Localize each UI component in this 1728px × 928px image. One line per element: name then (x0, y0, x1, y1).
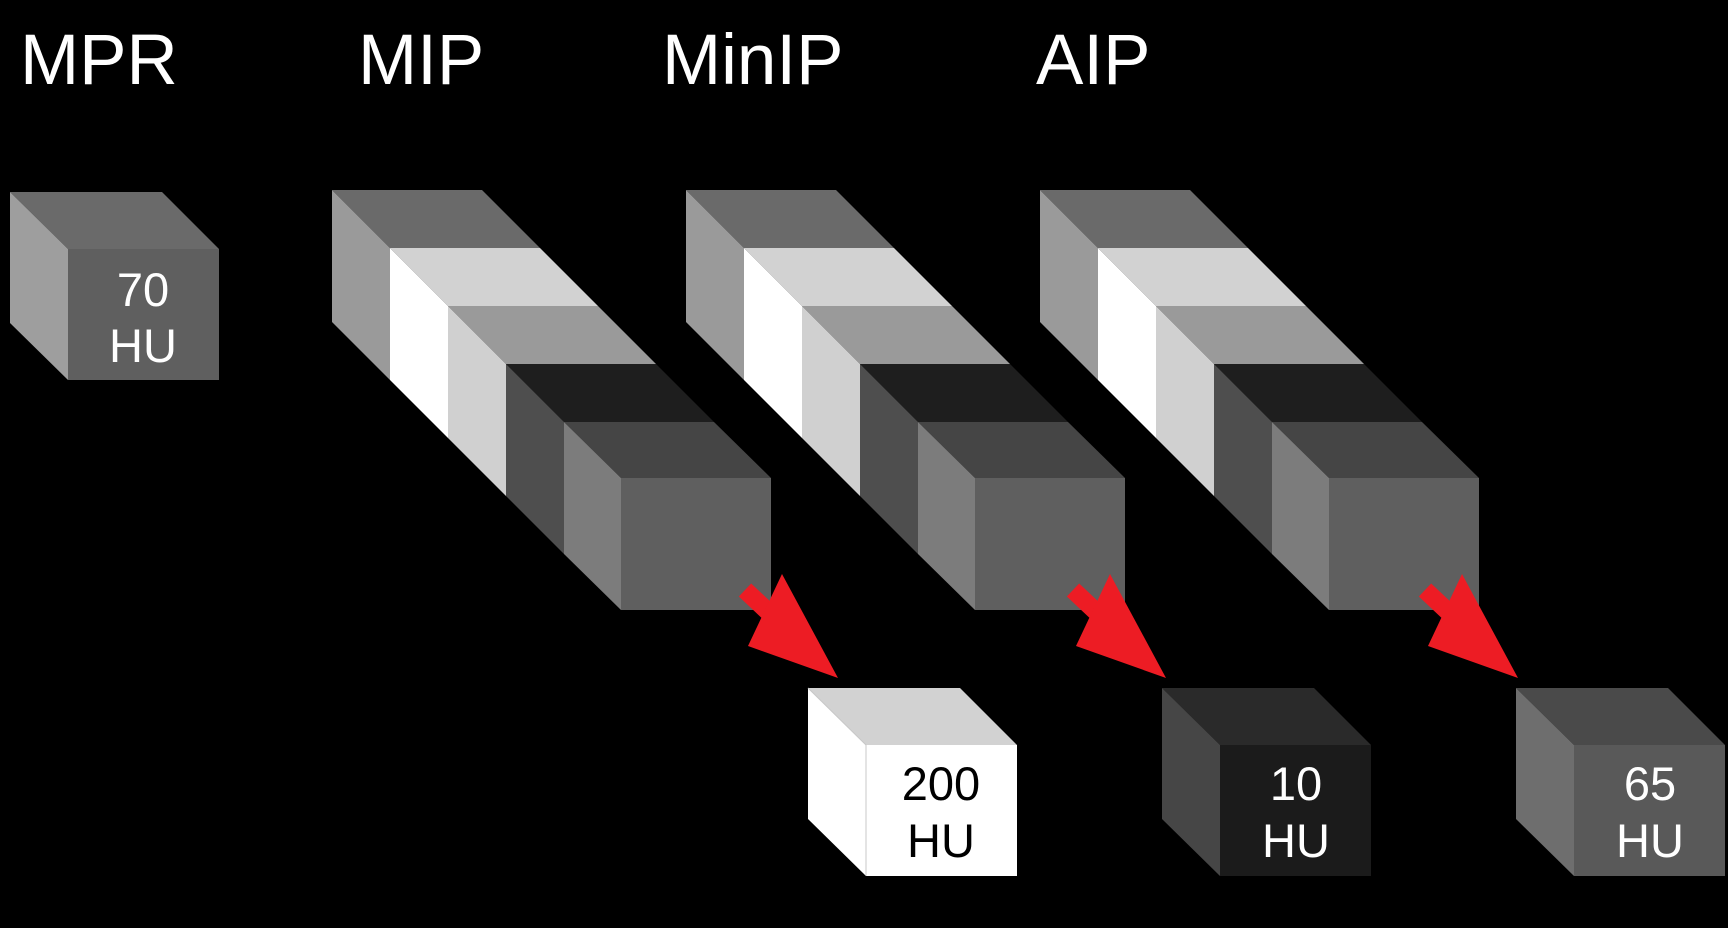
minip-arrow-icon (1066, 574, 1166, 678)
aip-result-front (1574, 745, 1725, 876)
minip-result-left (1162, 688, 1220, 876)
voxel-3-left (802, 306, 860, 496)
voxel-5-front (975, 478, 1125, 610)
voxel-2-left (1098, 248, 1156, 438)
voxel-2-top (1098, 248, 1306, 306)
voxel-5-left (564, 422, 621, 610)
aip-result-left (1516, 688, 1574, 876)
mip-result-unit: HU (907, 814, 975, 867)
minip-result-value: 10 (1270, 757, 1322, 810)
mip-result-cube: 200 HU (807, 687, 1017, 876)
voxel-2-top (390, 248, 598, 306)
voxel-1-top (686, 190, 894, 248)
minip-result-unit: HU (1262, 814, 1330, 867)
voxel-4-top (506, 364, 714, 422)
voxel-3-top (1156, 306, 1364, 364)
voxel-1-left (686, 190, 744, 380)
voxel-5-top (918, 422, 1125, 478)
voxel-4-top (1214, 364, 1422, 422)
minip-result-cube: 10 HU (1162, 688, 1371, 876)
voxel-3-left (1156, 306, 1214, 496)
minip-voxel-ray (686, 190, 1125, 610)
voxel-5-left (1272, 422, 1329, 610)
minip-result-top (1162, 688, 1371, 745)
voxel-2-top (744, 248, 952, 306)
mpr-voxel-cube: 70 HU (10, 192, 219, 380)
heading-mip: MIP (358, 21, 484, 100)
mpr-cube-top (10, 192, 219, 249)
voxel-2-left (744, 248, 802, 438)
heading-mpr: MPR (20, 21, 178, 100)
voxel-4-left (506, 364, 564, 554)
voxel-1-top (332, 190, 540, 248)
mpr-cube-front (68, 249, 219, 380)
aip-result-top (1516, 688, 1725, 745)
voxel-1-top (1040, 190, 1248, 248)
aip-voxel-ray (1040, 190, 1479, 610)
aip-result-cube: 65 HU (1516, 688, 1725, 876)
mip-result-value: 200 (902, 757, 980, 810)
aip-result-value: 65 (1624, 757, 1676, 810)
voxel-3-top (802, 306, 1010, 364)
voxel-5-front (621, 478, 771, 610)
voxel-4-top (860, 364, 1068, 422)
mip-arrow-icon (738, 574, 838, 678)
voxel-3-top (448, 306, 656, 364)
aip-arrow-icon (1418, 574, 1518, 678)
mip-result-top (808, 688, 1017, 745)
heading-minip: MinIP (662, 21, 844, 100)
mpr-cube-unit: HU (109, 319, 177, 372)
mip-result-front (866, 745, 1017, 876)
voxel-2-left (390, 248, 448, 438)
voxel-5-top (1272, 422, 1479, 478)
voxel-5-top (564, 422, 771, 478)
minip-result-front (1220, 745, 1371, 876)
voxel-4-left (860, 364, 918, 554)
aip-result-unit: HU (1616, 814, 1684, 867)
voxel-5-left (918, 422, 975, 610)
voxel-5-front (1329, 478, 1479, 610)
voxel-4-left (1214, 364, 1272, 554)
voxel-1-left (332, 190, 390, 380)
mpr-cube-value: 70 (117, 263, 169, 316)
mpr-cube-left (10, 192, 68, 380)
mip-voxel-ray (332, 190, 771, 610)
voxel-1-left (1040, 190, 1098, 380)
mip-result-left (808, 688, 866, 876)
heading-aip: AIP (1036, 21, 1150, 100)
voxel-3-left (448, 306, 506, 496)
